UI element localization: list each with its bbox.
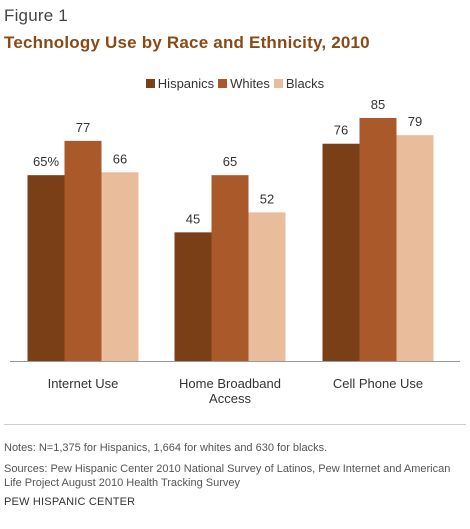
bar-chart: 65% 77 66 Internet Use 45 65 52 Home Broadband A… <box>10 97 460 406</box>
bar-hispanics-0 <box>27 175 65 361</box>
divider <box>4 424 466 425</box>
bar-blacks-2 <box>396 135 434 361</box>
legend-swatch-blacks <box>273 79 283 88</box>
legend-item-whites: Whites <box>218 76 270 91</box>
data-label-whites-0: 77 <box>76 120 90 135</box>
legend-item-hispanics: Hispanics <box>145 76 215 91</box>
bar-whites-0 <box>64 140 102 361</box>
notes: Notes: N=1,375 for Hispanics, 1,664 for … <box>4 442 328 454</box>
bar-hispanics-1 <box>174 232 212 361</box>
legend-swatch-whites <box>218 79 228 88</box>
legend-label-blacks: Blacks <box>285 76 325 91</box>
category-label-line: Home Broadband <box>179 376 281 391</box>
legend-label-hispanics: Hispanics <box>157 76 215 91</box>
bar-whites-1 <box>211 175 249 361</box>
credit: PEW HISPANIC CENTER <box>4 496 136 508</box>
legend-item-blacks: Blacks <box>273 76 325 91</box>
data-label-hispanics-1: 45 <box>186 211 200 226</box>
data-label-blacks-1: 52 <box>260 191 274 206</box>
category-label-line: Access <box>209 391 251 406</box>
data-label-blacks-2: 79 <box>408 114 422 129</box>
data-label-whites-2: 85 <box>371 97 385 112</box>
category-label-line: Cell Phone Use <box>333 376 423 391</box>
data-label-blacks-0: 66 <box>113 151 127 166</box>
category-label-0: Internet Use <box>48 376 119 391</box>
sources: Sources: Pew Hispanic Center 2010 Nation… <box>4 463 451 489</box>
legend-swatch-hispanics <box>145 79 155 88</box>
data-label-hispanics-2: 76 <box>334 123 348 138</box>
data-label-hispanics-0: 65% <box>33 154 59 169</box>
data-label-whites-1: 65 <box>223 154 237 169</box>
bar-blacks-1 <box>248 212 286 361</box>
legend-label-whites: Whites <box>230 76 270 91</box>
bar-hispanics-2 <box>322 143 360 361</box>
category-label-1: Home Broadband Access <box>179 376 281 406</box>
legend: Hispanics Whites Blacks <box>0 76 470 91</box>
bar-blacks-0 <box>101 172 139 361</box>
bar-whites-2 <box>359 118 397 361</box>
figure-label: Figure 1 <box>4 6 68 25</box>
category-label-2: Cell Phone Use <box>333 376 423 391</box>
category-label-line: Internet Use <box>48 376 119 391</box>
chart-title: Technology Use by Race and Ethnicity, 20… <box>4 33 370 52</box>
